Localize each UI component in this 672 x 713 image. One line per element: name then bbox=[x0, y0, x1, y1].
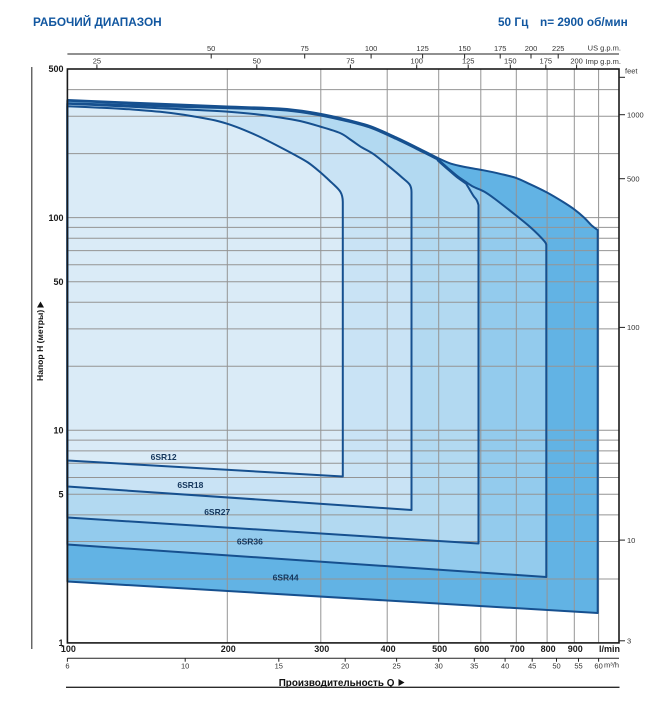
svg-text:6SR36: 6SR36 bbox=[237, 537, 263, 547]
svg-text:55: 55 bbox=[574, 662, 582, 671]
svg-text:100: 100 bbox=[410, 57, 423, 66]
svg-text:US g.p.m.: US g.p.m. bbox=[588, 44, 621, 53]
svg-text:Напор H (метры): Напор H (метры) bbox=[35, 310, 45, 381]
svg-text:175: 175 bbox=[540, 57, 553, 66]
svg-text:200: 200 bbox=[525, 44, 538, 53]
svg-text:50: 50 bbox=[253, 57, 261, 66]
svg-text:10: 10 bbox=[627, 536, 635, 545]
svg-text:500: 500 bbox=[627, 175, 640, 184]
svg-text:100: 100 bbox=[48, 213, 63, 223]
svg-text:60: 60 bbox=[594, 662, 602, 671]
svg-text:35: 35 bbox=[470, 662, 478, 671]
svg-text:75: 75 bbox=[301, 44, 309, 53]
svg-text:150: 150 bbox=[458, 44, 471, 53]
svg-text:125: 125 bbox=[462, 57, 475, 66]
svg-text:50 Гц: 50 Гц bbox=[498, 15, 529, 29]
svg-text:30: 30 bbox=[435, 662, 443, 671]
svg-text:900: 900 bbox=[568, 644, 583, 654]
svg-text:50: 50 bbox=[207, 44, 215, 53]
svg-text:25: 25 bbox=[93, 57, 101, 66]
svg-text:15: 15 bbox=[275, 662, 283, 671]
svg-text:6SR44: 6SR44 bbox=[273, 572, 299, 582]
svg-text:75: 75 bbox=[346, 57, 354, 66]
svg-text:600: 600 bbox=[474, 644, 489, 654]
svg-text:20: 20 bbox=[341, 662, 349, 671]
svg-text:200: 200 bbox=[570, 57, 583, 66]
svg-text:6SR27: 6SR27 bbox=[204, 507, 230, 517]
svg-text:m³/h: m³/h bbox=[604, 661, 619, 670]
svg-text:400: 400 bbox=[381, 644, 396, 654]
svg-text:feet: feet bbox=[625, 67, 638, 76]
svg-text:10: 10 bbox=[181, 662, 189, 671]
svg-text:125: 125 bbox=[416, 44, 429, 53]
svg-text:25: 25 bbox=[392, 662, 400, 671]
svg-text:Imp g.p.m.: Imp g.p.m. bbox=[586, 57, 621, 66]
svg-text:3: 3 bbox=[627, 637, 631, 646]
svg-text:5: 5 bbox=[58, 490, 63, 500]
svg-text:175: 175 bbox=[494, 44, 507, 53]
svg-text:10: 10 bbox=[53, 426, 63, 436]
svg-text:225: 225 bbox=[552, 44, 565, 53]
svg-text:Производительность Q: Производительность Q bbox=[279, 678, 395, 689]
svg-text:6SR12: 6SR12 bbox=[151, 452, 177, 462]
svg-text:РАБОЧИЙ ДИАПАЗОН: РАБОЧИЙ ДИАПАЗОН bbox=[33, 15, 162, 29]
svg-text:1000: 1000 bbox=[627, 111, 644, 120]
svg-text:800: 800 bbox=[541, 644, 556, 654]
svg-text:n= 2900 об/мин: n= 2900 об/мин bbox=[540, 15, 628, 29]
svg-text:50: 50 bbox=[552, 662, 560, 671]
svg-text:700: 700 bbox=[510, 644, 525, 654]
svg-text:6SR18: 6SR18 bbox=[177, 480, 203, 490]
svg-text:50: 50 bbox=[53, 277, 63, 287]
svg-text:1: 1 bbox=[58, 638, 63, 648]
svg-text:500: 500 bbox=[48, 64, 63, 74]
svg-text:6: 6 bbox=[65, 662, 69, 671]
svg-text:150: 150 bbox=[504, 57, 517, 66]
svg-text:200: 200 bbox=[221, 644, 236, 654]
svg-text:l/min: l/min bbox=[599, 644, 620, 654]
svg-text:300: 300 bbox=[314, 644, 329, 654]
svg-text:100: 100 bbox=[61, 644, 76, 654]
svg-text:500: 500 bbox=[432, 644, 447, 654]
svg-text:100: 100 bbox=[627, 323, 640, 332]
svg-text:45: 45 bbox=[528, 662, 536, 671]
svg-text:40: 40 bbox=[501, 662, 509, 671]
svg-text:100: 100 bbox=[365, 44, 378, 53]
